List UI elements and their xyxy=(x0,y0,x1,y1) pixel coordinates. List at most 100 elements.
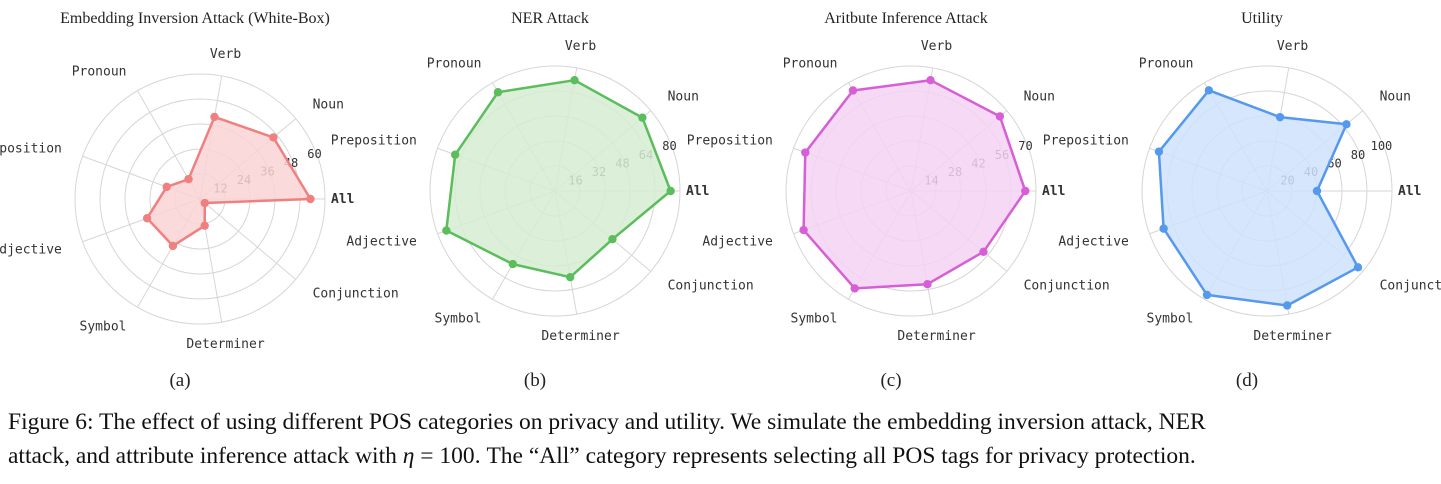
data-point-determiner xyxy=(200,221,209,230)
data-point-conjunction xyxy=(608,235,617,244)
caption-line-2-start: attack, and attribute inference attack w… xyxy=(8,443,403,469)
category-label-all: All xyxy=(331,192,354,207)
data-point-conjunction xyxy=(200,198,209,208)
category-label-noun: Noun xyxy=(668,90,699,105)
data-point-adjective xyxy=(1159,224,1168,233)
chart-title: Utility xyxy=(1241,10,1283,27)
data-point-preposition xyxy=(162,182,171,192)
caption-line-1: Figure 6: The effect of using different … xyxy=(8,409,1206,435)
category-label-preposition: Preposition xyxy=(687,134,773,149)
data-point-pronoun xyxy=(848,86,858,95)
chart-title: NER Attack xyxy=(511,10,589,27)
data-point-determiner xyxy=(923,280,932,289)
category-label-determiner: Determiner xyxy=(1253,329,1331,344)
category-label-preposition: Preposition xyxy=(1043,134,1129,149)
category-label-determiner: Determiner xyxy=(186,337,264,352)
category-label-noun: Noun xyxy=(313,98,344,113)
panel-label: (b) xyxy=(524,370,546,391)
tick-label: 60 xyxy=(307,147,321,161)
category-label-conjunction: Conjunction xyxy=(668,278,754,293)
data-point-verb xyxy=(1275,112,1285,122)
data-point-pronoun xyxy=(1204,86,1214,95)
category-label-adjective: Adjective xyxy=(0,242,62,257)
category-label-conjunction: Conjunction xyxy=(1024,278,1110,293)
data-point-all xyxy=(666,186,675,196)
data-point-pronoun xyxy=(184,174,193,184)
radar-chart-ner: 1632486480AllNounVerbPronounPrepositionA… xyxy=(331,10,754,391)
data-point-conjunction xyxy=(1353,263,1363,272)
data-point-verb xyxy=(210,112,219,122)
category-label-conjunction: Conjunction xyxy=(1380,278,1441,293)
category-label-determiner: Determiner xyxy=(541,329,619,344)
data-point-noun xyxy=(1342,120,1351,129)
category-label-adjective: Adjective xyxy=(702,234,773,249)
category-label-all: All xyxy=(1042,184,1065,199)
data-point-conjunction xyxy=(979,247,988,257)
data-point-all xyxy=(1312,186,1322,196)
data-point-noun xyxy=(638,113,647,122)
data-point-noun xyxy=(995,112,1005,121)
data-point-all xyxy=(1021,186,1030,196)
tick-label: 80 xyxy=(662,139,676,153)
figure-caption: Figure 6: The effect of using different … xyxy=(8,405,1436,473)
radar-chart-embedding-inversion: 1224364860AllNounVerbPronounPrepositionA… xyxy=(0,10,399,391)
data-point-preposition xyxy=(1154,147,1164,156)
data-point-noun xyxy=(269,133,278,142)
tick-label: 100 xyxy=(1371,139,1393,153)
grid-spoke xyxy=(199,198,297,280)
caption-line-2: attack, and attribute inference attack w… xyxy=(8,439,1436,473)
data-area xyxy=(802,78,1027,290)
data-area xyxy=(1157,89,1360,307)
panel-label: (d) xyxy=(1236,370,1258,391)
category-label-verb: Verb xyxy=(210,47,241,62)
category-label-all: All xyxy=(686,184,709,199)
category-label-noun: Noun xyxy=(1380,90,1411,105)
data-point-symbol xyxy=(850,284,859,293)
category-label-symbol: Symbol xyxy=(435,311,482,326)
caption-eta-symbol: η xyxy=(402,443,415,469)
category-label-adjective: Adjective xyxy=(346,234,417,249)
category-label-pronoun: Pronoun xyxy=(72,65,127,80)
category-label-preposition: Preposition xyxy=(0,142,62,157)
category-label-verb: Verb xyxy=(565,39,596,54)
chart-title: Aritbute Inference Attack xyxy=(824,10,987,27)
category-label-symbol: Symbol xyxy=(791,311,838,326)
radar-chart-attribute-inference: 1428425670AllNounVerbPronounPrepositionA… xyxy=(687,10,1110,391)
category-label-preposition: Preposition xyxy=(331,134,417,149)
data-point-preposition xyxy=(801,148,810,157)
tick-label: 80 xyxy=(1351,148,1365,162)
data-point-preposition xyxy=(450,150,460,159)
category-label-all: All xyxy=(1398,184,1421,199)
category-label-conjunction: Conjunction xyxy=(313,286,399,301)
category-label-verb: Verb xyxy=(921,39,952,54)
panel-label: (c) xyxy=(880,370,901,391)
category-label-determiner: Determiner xyxy=(897,329,975,344)
tick-label: 70 xyxy=(1018,139,1032,153)
caption-line-2-end: . The “All” category represents selectin… xyxy=(474,443,1196,469)
category-label-noun: Noun xyxy=(1024,90,1055,105)
data-point-pronoun xyxy=(493,88,503,97)
data-point-symbol xyxy=(168,241,178,251)
panel-label: (a) xyxy=(169,370,190,391)
category-label-pronoun: Pronoun xyxy=(427,57,482,72)
chart-title: Embedding Inversion Attack (White-Box) xyxy=(60,10,330,27)
data-point-determiner xyxy=(1282,301,1292,310)
data-point-symbol xyxy=(1202,290,1212,300)
category-label-symbol: Symbol xyxy=(80,319,127,334)
data-point-adjective xyxy=(799,225,808,235)
data-point-verb xyxy=(570,76,579,85)
radar-chart-utility: 20406080100AllNounVerbPronounPreposition… xyxy=(1043,10,1441,391)
radar-charts: 1224364860AllNounVerbPronounPrepositionA… xyxy=(0,10,1441,391)
data-point-all xyxy=(306,194,315,204)
category-label-adjective: Adjective xyxy=(1058,234,1129,249)
category-label-verb: Verb xyxy=(1277,39,1308,54)
data-point-determiner xyxy=(565,272,575,282)
data-point-adjective xyxy=(142,214,152,223)
data-area xyxy=(445,78,672,279)
data-point-symbol xyxy=(508,259,518,269)
category-label-pronoun: Pronoun xyxy=(783,57,838,72)
category-label-pronoun: Pronoun xyxy=(1139,57,1194,72)
data-area xyxy=(145,115,312,248)
data-point-verb xyxy=(926,76,935,85)
data-point-adjective xyxy=(442,226,451,235)
